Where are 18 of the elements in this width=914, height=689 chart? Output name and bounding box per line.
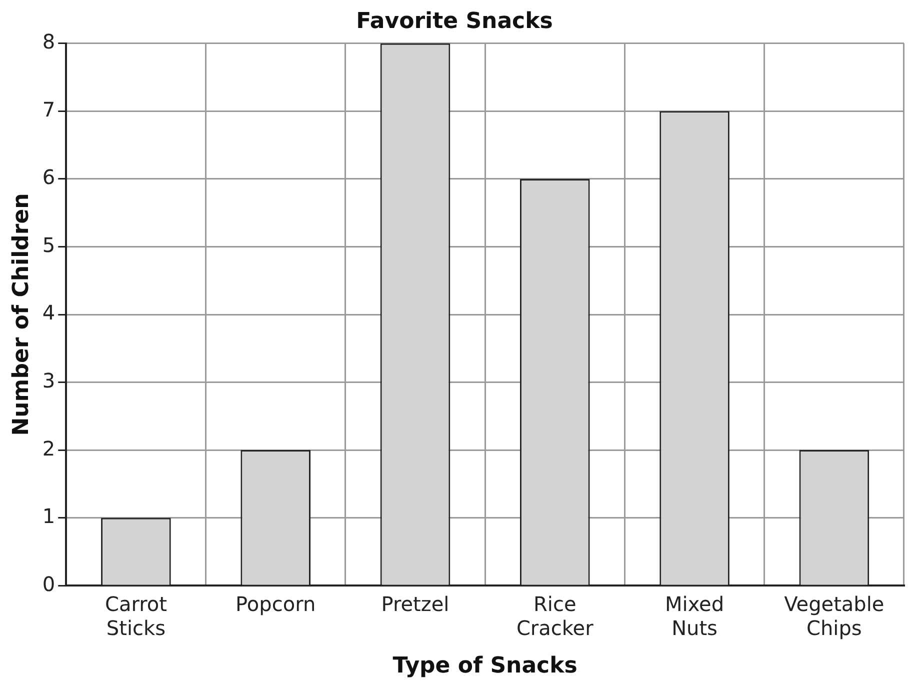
x-tick-label: Vegetable Chips (784, 592, 884, 640)
y-tick-label: 3 (42, 368, 56, 392)
y-tick-label: 7 (42, 97, 56, 122)
y-tick-label: 8 (42, 30, 56, 54)
x-axis-title: Type of Snacks (392, 654, 578, 679)
y-tick-label: 2 (42, 436, 56, 460)
x-tick-label: Rice Cracker (516, 592, 594, 640)
x-tick-label: Mixed Nuts (665, 592, 724, 640)
x-tick-label: Carrot Sticks (104, 592, 168, 640)
y-tick-label: 5 (42, 232, 56, 257)
y-tick-label: 1 (42, 504, 56, 528)
x-tick-label: Popcorn (236, 592, 316, 616)
y-axis-title: Number of Children (8, 193, 34, 436)
y-tick-label: 4 (42, 300, 56, 325)
y-tick-label: 6 (42, 165, 56, 190)
chart-title: Favorite Snacks (356, 8, 553, 34)
x-tick-label: Pretzel (381, 592, 450, 616)
y-tick-label: 0 (42, 572, 56, 596)
